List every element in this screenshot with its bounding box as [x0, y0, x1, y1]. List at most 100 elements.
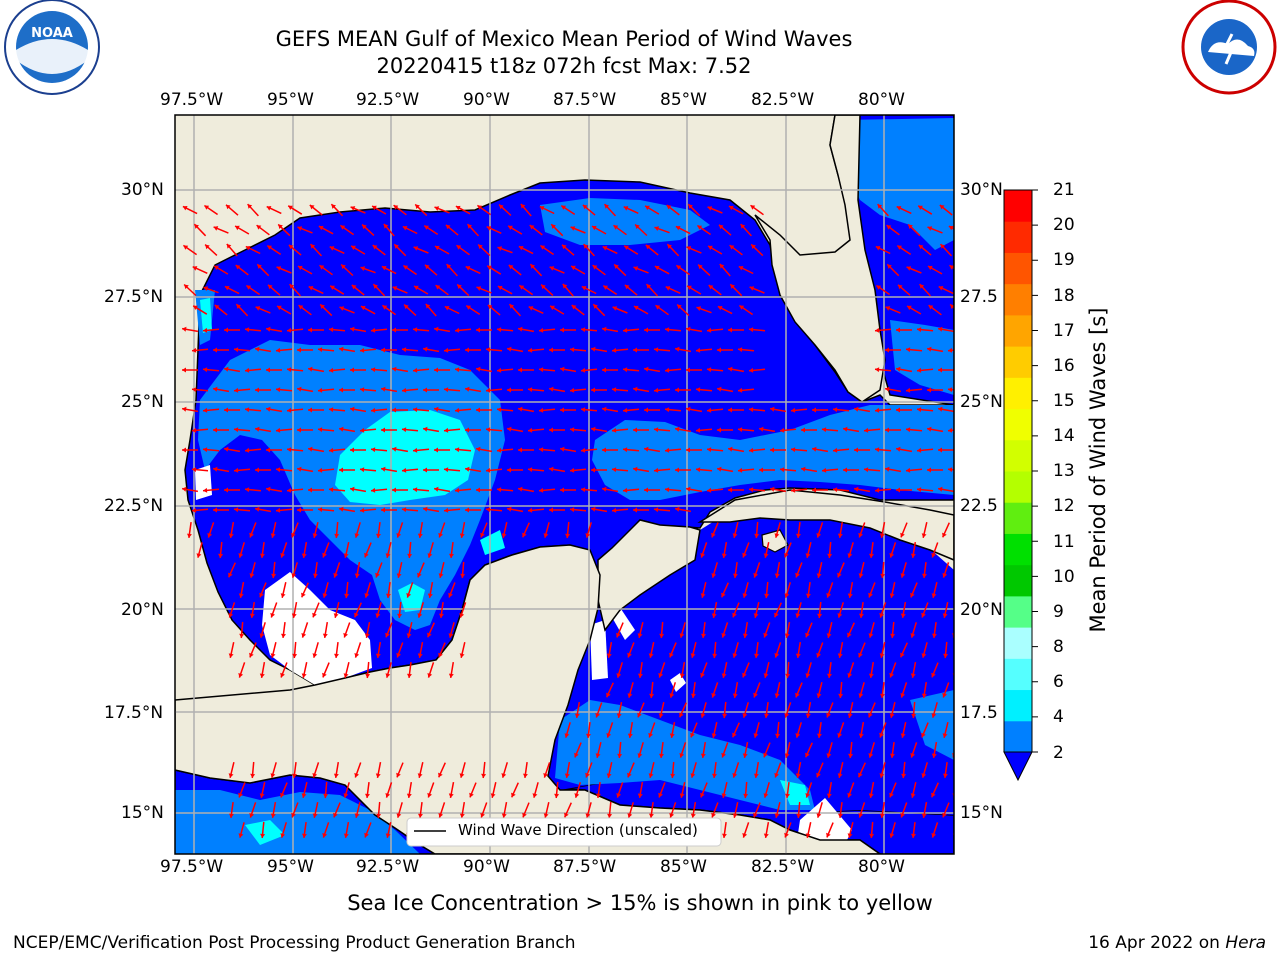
wind-wave-arrowhead — [518, 326, 523, 332]
wind-wave-arrowhead — [645, 205, 650, 211]
wind-wave-arrowhead — [637, 712, 642, 718]
wind-wave-arrowhead — [350, 447, 354, 453]
wind-wave-arrowhead — [858, 772, 863, 778]
wind-wave-arrowhead — [717, 306, 723, 311]
wind-wave-arrowhead — [249, 573, 255, 578]
wind-wave-arrowhead — [711, 613, 717, 618]
wind-wave-arrowhead — [375, 572, 380, 578]
wind-wave-arrowhead — [917, 367, 922, 373]
wind-wave-arrowhead — [362, 224, 367, 230]
wind-wave-arrowhead — [259, 633, 265, 638]
wind-wave-arrowhead — [287, 487, 292, 493]
wind-wave-arrowhead — [235, 265, 241, 270]
wind-wave-arrowhead — [749, 286, 755, 291]
wind-wave-arrowhead — [519, 285, 525, 290]
wind-wave-arrowhead — [203, 367, 208, 373]
wind-wave-arrowhead — [434, 206, 440, 211]
wind-wave-arrowhead — [413, 327, 418, 333]
wind-wave-arrowhead — [582, 204, 588, 210]
wind-wave-arrowhead — [438, 772, 443, 778]
wind-wave-arrowhead — [507, 506, 512, 512]
wind-wave-arrowhead — [297, 347, 301, 353]
wind-wave-arrowhead — [864, 467, 869, 473]
wind-wave-arrowhead — [549, 266, 555, 271]
wind-wave-arrowhead — [354, 612, 359, 618]
wind-wave-arrowhead — [507, 387, 511, 393]
wind-wave-arrowhead — [688, 204, 693, 209]
wind-wave-arrowhead — [763, 553, 769, 558]
wind-wave-arrowhead — [459, 613, 465, 618]
wind-wave-arrowhead — [392, 407, 396, 413]
wind-wave-arrowhead — [942, 532, 947, 538]
wind-wave-arrowhead — [192, 347, 197, 353]
wind-wave-arrowhead — [277, 305, 282, 311]
wind-wave-arrowhead — [249, 532, 254, 538]
wind-wave-arrowhead — [539, 407, 544, 413]
wind-wave-arrowhead — [816, 693, 822, 698]
wind-wave-arrowhead — [423, 506, 428, 512]
wind-wave-arrowhead — [396, 652, 401, 658]
wind-wave-arrowhead — [234, 427, 239, 433]
wind-wave-arrowhead — [381, 466, 386, 472]
wind-wave-arrowhead — [249, 813, 255, 818]
wind-wave-arrowhead — [753, 613, 759, 618]
wind-wave-arrowhead — [690, 813, 696, 818]
wind-wave-arrowhead — [707, 327, 712, 333]
wind-wave-arrowhead — [234, 467, 239, 473]
wind-wave-arrowhead — [938, 447, 942, 453]
wind-wave-arrowhead — [245, 487, 250, 493]
wind-wave-arrowhead — [477, 205, 483, 210]
wind-wave-arrowhead — [796, 533, 801, 538]
wind-wave-arrowhead — [402, 427, 407, 433]
wind-wave-arrowhead — [218, 553, 224, 558]
wind-wave-arrowhead — [917, 327, 922, 333]
wind-wave-arrowhead — [939, 205, 945, 210]
wind-wave-arrowhead — [890, 633, 896, 638]
wind-wave-arrowhead — [712, 773, 717, 778]
wind-wave-arrowhead — [675, 467, 679, 473]
wind-wave-arrowhead — [267, 245, 272, 250]
wind-wave-arrowhead — [455, 487, 460, 493]
wind-wave-arrowhead — [385, 632, 390, 638]
wind-wave-arrowhead — [476, 286, 482, 291]
wind-wave-arrowhead — [308, 446, 313, 452]
wind-wave-arrowhead — [259, 793, 265, 798]
wind-wave-arrowhead — [837, 653, 843, 658]
wind-wave-arrowhead — [192, 427, 197, 433]
lon-label-top: 90°W — [463, 90, 510, 110]
wind-wave-arrowhead — [686, 447, 690, 453]
wind-wave-arrowhead — [560, 446, 565, 452]
colorbar-segment — [1004, 346, 1032, 378]
wind-wave-arrowhead — [373, 284, 378, 289]
wind-wave-arrowhead — [879, 653, 885, 658]
wind-wave-arrowhead — [312, 653, 318, 658]
colorbar-segment — [1004, 471, 1032, 503]
wind-wave-arrowhead — [382, 305, 388, 310]
wind-wave-arrowhead — [906, 427, 911, 433]
colorbar-tick: 17 — [1053, 321, 1075, 341]
wind-wave-arrowhead — [826, 832, 831, 838]
wind-wave-arrowhead — [228, 533, 234, 538]
wind-wave-arrowhead — [805, 713, 811, 718]
wind-wave-arrowhead — [292, 653, 298, 658]
wind-wave-arrowhead — [581, 286, 587, 291]
wind-wave-arrowhead — [670, 773, 676, 778]
wind-wave-arrowhead — [570, 387, 575, 393]
lon-label-bottom: 87.5°W — [553, 857, 617, 877]
wind-wave-arrowhead — [351, 285, 357, 290]
wind-wave-arrowhead — [291, 812, 296, 818]
wind-wave-arrowhead — [427, 553, 433, 558]
wind-wave-arrowhead — [730, 284, 735, 289]
wind-wave-arrowhead — [396, 573, 402, 578]
wind-wave-arrowhead — [712, 653, 718, 658]
wind-wave-arrowhead — [742, 753, 748, 758]
wind-wave-arrowhead — [931, 792, 936, 798]
wind-wave-arrowhead — [655, 305, 661, 310]
wind-wave-arrowhead — [276, 427, 281, 433]
wind-wave-arrowhead — [633, 507, 637, 513]
wind-wave-arrowhead — [665, 367, 670, 373]
wind-wave-arrowhead — [732, 773, 738, 778]
wind-wave-arrowhead — [266, 206, 272, 211]
wind-wave-arrowhead — [900, 652, 905, 658]
wind-wave-arrowhead — [717, 466, 722, 472]
